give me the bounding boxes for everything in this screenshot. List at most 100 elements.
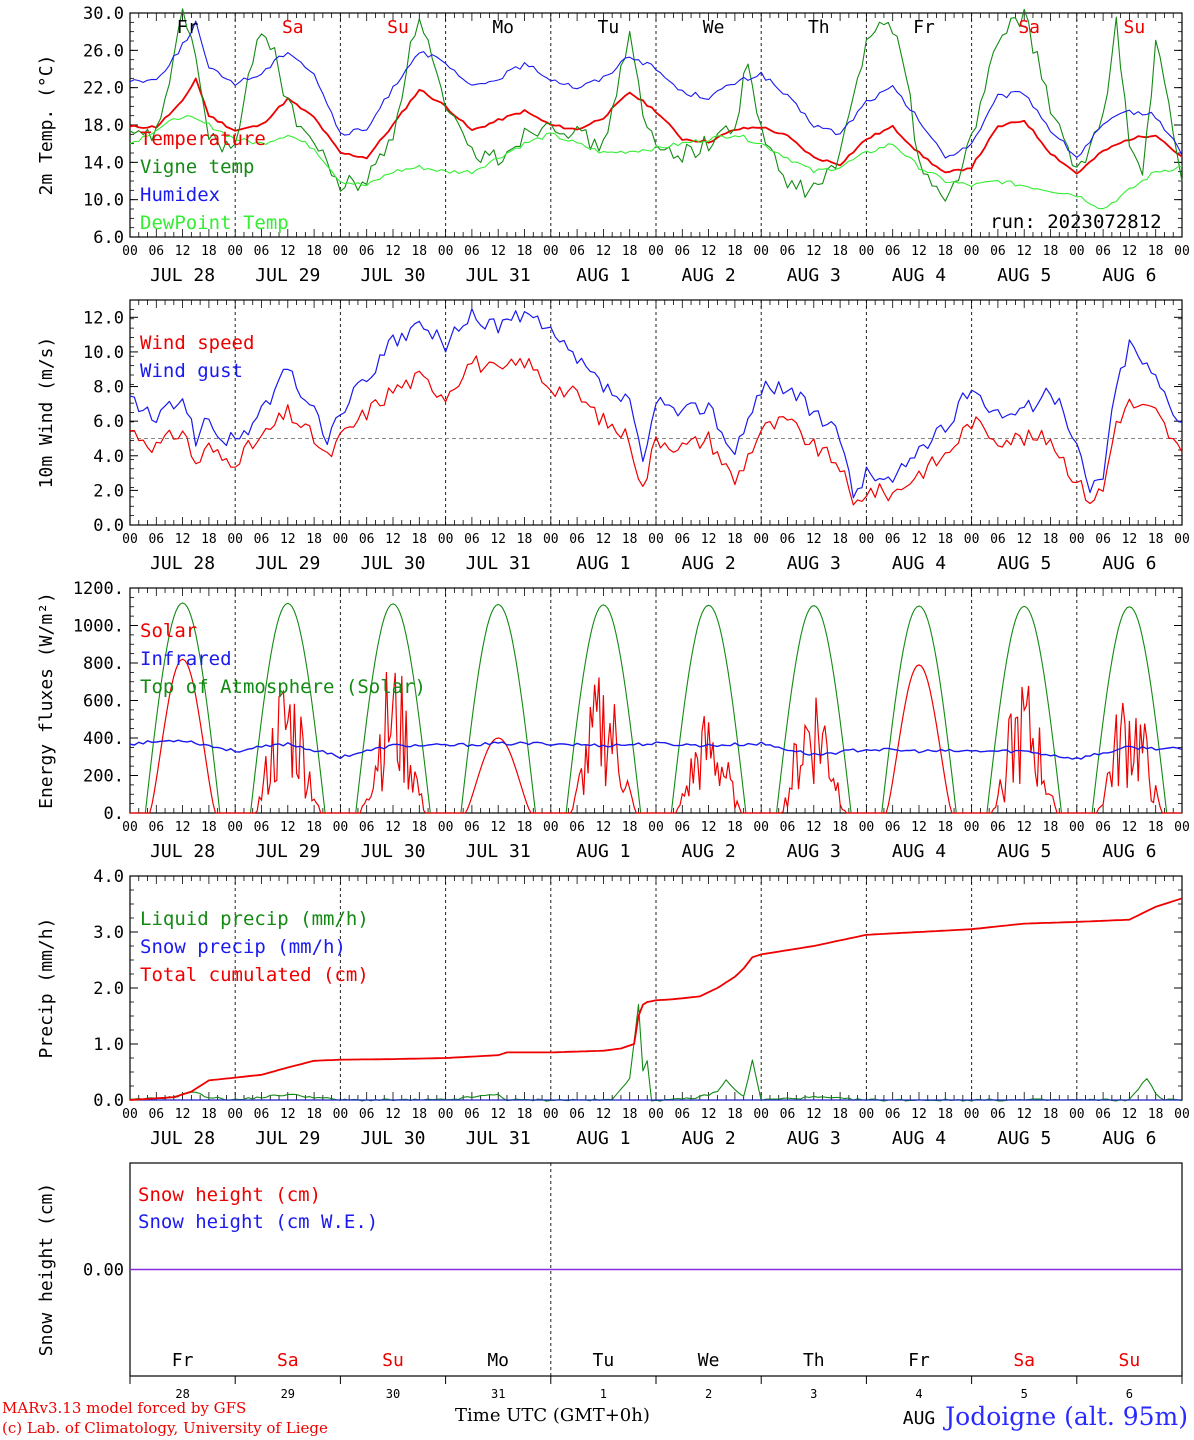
hour-tick-label: 18 <box>622 1107 638 1122</box>
hour-tick-label: 06 <box>1095 820 1111 835</box>
day-label: AUG 2 <box>682 553 736 574</box>
weekday-label: Su <box>1119 1350 1141 1371</box>
hour-tick-label: 18 <box>306 532 322 547</box>
hour-tick-label: 06 <box>254 820 270 835</box>
y-tick-label: 400. <box>83 729 124 749</box>
weekday-label: Th <box>808 17 830 38</box>
y-tick-label: 6.0 <box>93 228 124 248</box>
day-label: AUG 2 <box>682 265 736 286</box>
day-label: AUG 1 <box>576 553 630 574</box>
day-label: AUG 1 <box>576 841 630 862</box>
hour-tick-label: 06 <box>780 1107 796 1122</box>
hour-tick-label: 18 <box>306 820 322 835</box>
hour-tick-label: 18 <box>727 532 743 547</box>
day-label: AUG 6 <box>1102 553 1156 574</box>
hour-tick-label: 06 <box>990 820 1006 835</box>
hour-tick-label: 12 <box>385 1107 401 1122</box>
hour-tick-label: 06 <box>674 1107 690 1122</box>
weekday-label: We <box>703 17 725 38</box>
hour-tick-label: 00 <box>1174 820 1190 835</box>
hour-tick-label: 18 <box>832 1107 848 1122</box>
hour-tick-label: 06 <box>148 820 164 835</box>
weekday-label: Su <box>1124 17 1146 38</box>
hour-tick-label: 12 <box>911 820 927 835</box>
hour-tick-label: 18 <box>937 244 953 259</box>
hour-tick-label: 00 <box>648 1107 664 1122</box>
hour-tick-label: 06 <box>464 244 480 259</box>
hour-tick-label: 00 <box>1174 1107 1190 1122</box>
hour-tick-label: 00 <box>333 1107 349 1122</box>
hour-tick-label: 18 <box>517 532 533 547</box>
station-name: Jodoigne (alt. 95m) <box>945 1402 1188 1431</box>
legend-entry: Solar <box>140 620 197 642</box>
y-tick-label: 8.0 <box>93 378 124 398</box>
hour-tick-label: 12 <box>280 244 296 259</box>
day-label: JUL 30 <box>360 1128 425 1149</box>
hour-tick-label: 12 <box>1016 820 1032 835</box>
hour-tick-label: 00 <box>333 820 349 835</box>
hour-tick-label: 12 <box>596 820 612 835</box>
hour-tick-label: 12 <box>1122 820 1138 835</box>
plot-frame <box>129 12 1183 238</box>
hour-tick-label: 06 <box>990 532 1006 547</box>
y-tick-label: 22.0 <box>83 79 124 99</box>
day-label: AUG 3 <box>787 1128 841 1149</box>
weekday-label: Th <box>803 1350 825 1371</box>
hour-tick-label: 12 <box>1016 1107 1032 1122</box>
y-tick-label: 3.0 <box>93 923 124 943</box>
weekday-label: Fr <box>913 17 935 38</box>
hour-tick-label: 00 <box>1069 532 1085 547</box>
series-line <box>129 897 1183 1101</box>
legend-entry: Total cumulated (cm) <box>140 964 369 986</box>
hour-tick-label: 18 <box>411 532 427 547</box>
day-label: JUL 31 <box>466 1128 531 1149</box>
hour-tick-label: 06 <box>359 244 375 259</box>
day-label: AUG 6 <box>1102 841 1156 862</box>
hour-tick-label: 06 <box>674 820 690 835</box>
hour-tick-label: 18 <box>727 1107 743 1122</box>
hour-tick-label: 12 <box>385 820 401 835</box>
day-label: JUL 30 <box>360 553 425 574</box>
hour-tick-label: 06 <box>569 244 585 259</box>
series-line <box>129 355 1183 506</box>
y-tick-label: 30.0 <box>83 4 124 24</box>
hour-tick-label: 06 <box>148 1107 164 1122</box>
weekday-label: Su <box>387 17 409 38</box>
hour-tick-label: 00 <box>648 820 664 835</box>
hour-tick-label: 18 <box>306 1107 322 1122</box>
hour-tick-label: 18 <box>727 244 743 259</box>
y-tick-label: 0.0 <box>93 1091 124 1111</box>
day-label: JUL 30 <box>360 265 425 286</box>
hour-tick-label: 00 <box>859 820 875 835</box>
day-label: AUG 1 <box>576 1128 630 1149</box>
y-axis-label: Precip (mm/h) <box>36 918 57 1059</box>
day-number-label: 30 <box>386 1387 400 1401</box>
hour-tick-label: 00 <box>122 244 138 259</box>
weekday-label: Fr <box>172 1350 194 1371</box>
hour-tick-label: 06 <box>885 820 901 835</box>
hour-tick-label: 06 <box>254 244 270 259</box>
panel-2: 00 06 12 18 00 06 12 18 00 06 12 18 00 06 12 18 00 06 12 18… <box>36 299 1190 574</box>
hour-tick-label: 00 <box>753 532 769 547</box>
plot-frame <box>129 587 1183 814</box>
hour-tick-label: 00 <box>1069 820 1085 835</box>
legend-entry: Temperature <box>140 128 266 150</box>
hour-tick-label: 12 <box>280 820 296 835</box>
hour-tick-label: 12 <box>1016 532 1032 547</box>
weekday-label: Mo <box>492 17 514 38</box>
day-label: AUG 4 <box>892 1128 946 1149</box>
day-label: AUG 1 <box>576 265 630 286</box>
hour-tick-label: 00 <box>753 244 769 259</box>
hour-tick-label: 12 <box>490 820 506 835</box>
panel-3: 00 06 12 18 00 06 12 18 00 06 12 18 00 06 12 18 00 06 12 18… <box>36 579 1190 862</box>
hour-tick-label: 12 <box>701 820 717 835</box>
hour-tick-label: 00 <box>438 1107 454 1122</box>
hour-tick-label: 06 <box>569 820 585 835</box>
hour-tick-label: 06 <box>359 532 375 547</box>
hour-tick-label: 00 <box>543 244 559 259</box>
y-tick-label: 2.0 <box>93 481 124 501</box>
hour-tick-label: 12 <box>385 532 401 547</box>
hour-tick-label: 18 <box>517 820 533 835</box>
hour-tick-label: 00 <box>543 820 559 835</box>
hour-tick-label: 06 <box>780 532 796 547</box>
